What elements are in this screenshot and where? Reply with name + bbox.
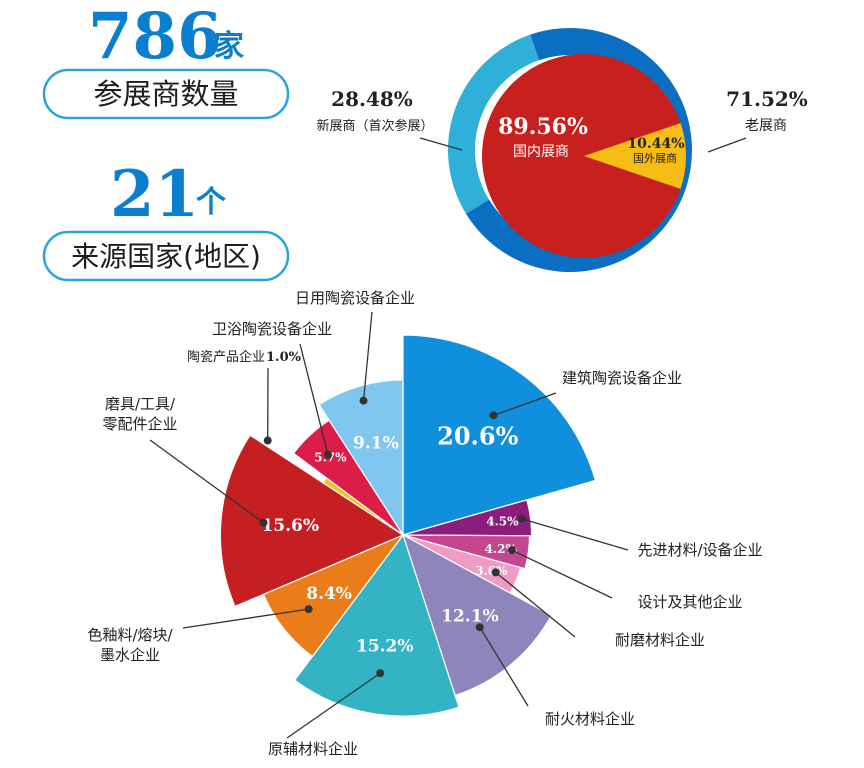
- slice-value-label: 20.6%: [437, 421, 518, 450]
- leader-line: [479, 626, 529, 707]
- exhibitor-unit: 家: [214, 29, 244, 64]
- returning-exhibitor-label: 老展商: [745, 118, 787, 134]
- inner-slice-foreign: [584, 123, 686, 189]
- leader-line: [182, 608, 309, 629]
- leader-dot: [475, 623, 484, 632]
- leader-dot: [359, 396, 368, 405]
- exhibitor-label-pill: [42, 68, 290, 120]
- country-label-pill: [42, 230, 290, 282]
- leader-dot: [376, 669, 385, 678]
- leader-line: [521, 518, 629, 551]
- leader-line: [493, 392, 557, 416]
- slice-value-label: 4.5%: [486, 515, 519, 529]
- slice-value-label: 8.4%: [306, 584, 352, 604]
- leader-dot: [304, 605, 313, 614]
- country-unit: 个: [196, 185, 227, 220]
- category-label: 耐火材料企业: [545, 710, 635, 728]
- country-label: 来源国家(地区): [71, 240, 261, 273]
- category-label: 设计及其他企业: [637, 593, 742, 611]
- category-label: 零配件企业: [102, 415, 177, 433]
- leader-line: [707, 137, 747, 153]
- slice-value-label: 15.6%: [261, 516, 319, 536]
- category-label: 色釉料/熔块/: [87, 626, 173, 644]
- slice-e697a5e794a8e999b6e793b7: [318, 379, 404, 538]
- slice-e5bbbae7ad91e999b6e793b7: [402, 334, 597, 536]
- category-label: 陶瓷产品企业: [187, 349, 265, 365]
- leader-dot: [323, 450, 332, 459]
- ring-slice-new: [448, 34, 540, 214]
- category-label: 墨水企业: [100, 646, 160, 664]
- slice-e58e9fe8be85e69d90e69699: [293, 533, 460, 717]
- category-label: 日用陶瓷设备企业: [295, 289, 415, 307]
- leader-dot: [507, 546, 516, 555]
- leader-line: [149, 439, 264, 524]
- leader-dot: [491, 568, 500, 577]
- leader-line: [419, 137, 463, 151]
- country-count: 21: [110, 157, 199, 232]
- category-label: 原辅材料企业: [268, 740, 358, 758]
- exhibitor-count: 786: [88, 0, 222, 74]
- category-label: 先进材料/设备企业: [637, 541, 762, 559]
- inner-pie: [482, 54, 686, 258]
- leader-dot: [263, 436, 272, 445]
- foreign-value: 10.44%: [627, 136, 684, 152]
- returning-exhibitor-value: 71.52%: [726, 87, 808, 111]
- exhibitor-label: 参展商数量: [93, 77, 238, 111]
- category-label: 建筑陶瓷设备企业: [562, 369, 682, 387]
- slice-e58588e8bf9be69d90e69699: [402, 499, 533, 537]
- slice-value-label: 1.0%: [266, 350, 302, 365]
- category-label: 卫浴陶瓷设备企业: [212, 320, 332, 338]
- category-label: 耐磨材料企业: [615, 631, 705, 649]
- new-exhibitor-value: 28.48%: [331, 87, 413, 111]
- slice-value-label: 3.6%: [475, 564, 508, 578]
- slice-value-label: 12.1%: [441, 606, 499, 626]
- rose-pie: [219, 334, 597, 717]
- leader-dot: [489, 411, 498, 420]
- slice-e7a3a8e585b72fe5b7a5e585: [219, 434, 405, 608]
- chart-labels: 89.56% 国内展商 10.44%国外展商 28.48% 新展商（首次参展） 71.52…: [87, 87, 807, 758]
- slice-value-label: 9.1%: [353, 434, 399, 454]
- leader-dot: [259, 518, 268, 527]
- slice-value-label: 15.2%: [356, 637, 414, 657]
- leader-line: [299, 343, 329, 455]
- foreign-label: 国外展商: [633, 151, 677, 165]
- slice-e88090e781abe69d90e69699: [401, 533, 553, 697]
- leader-line: [286, 672, 381, 739]
- leader-line: [362, 311, 373, 401]
- domestic-value: 89.56%: [498, 114, 588, 140]
- domestic-label: 国内展商: [513, 144, 569, 160]
- leader-dot: [517, 514, 526, 523]
- leader-line: [495, 571, 576, 638]
- new-exhibitor-label: 新展商（首次参展）: [316, 118, 433, 134]
- leader-line: [511, 549, 613, 599]
- category-label: 磨具/工具/: [105, 395, 176, 413]
